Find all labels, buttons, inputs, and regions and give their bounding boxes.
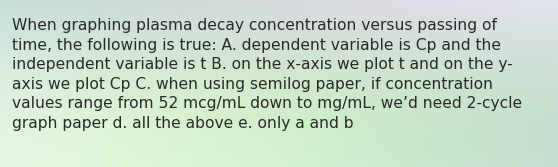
Text: When graphing plasma decay concentration versus passing of
time, the following i: When graphing plasma decay concentration…: [12, 18, 522, 131]
